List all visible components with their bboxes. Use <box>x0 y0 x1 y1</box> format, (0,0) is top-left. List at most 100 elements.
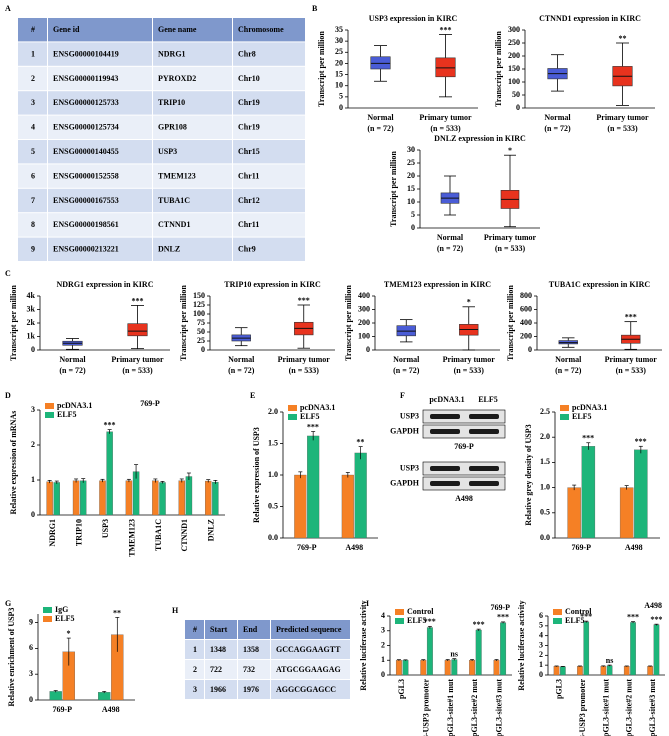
table-cell <box>271 640 350 659</box>
y-tick-label: 0 <box>528 345 532 354</box>
y-tick-label: 200 <box>520 331 532 340</box>
table-cell <box>153 115 232 139</box>
table-header-text: # <box>31 25 35 34</box>
table-cell <box>48 115 152 139</box>
x-tick-label: A498 <box>345 543 363 552</box>
significance: *** <box>473 620 485 629</box>
bar <box>600 666 607 676</box>
table-text: 1 <box>31 49 35 58</box>
table-text: PYROXD2 <box>158 74 196 83</box>
y-tick-label: 2 <box>539 650 543 659</box>
bar <box>606 665 613 676</box>
x-tick-label: Normal <box>367 113 394 122</box>
table-cell <box>18 91 47 115</box>
y-tick-label: 50 <box>512 90 520 99</box>
bar <box>178 480 186 516</box>
box <box>435 57 456 78</box>
x-tick-label: A498 <box>102 705 120 714</box>
panel-label: I <box>366 599 369 608</box>
y-tick-label: 5 <box>539 621 543 630</box>
y-tick-label: 9 <box>29 617 33 626</box>
x-tick-sublabel: (n = 533) <box>430 124 461 133</box>
significance: *** <box>625 312 637 321</box>
chart-title: TMEM123 expression in KIRC <box>384 280 491 289</box>
box <box>127 323 148 337</box>
table-cell <box>153 42 232 66</box>
y-tick-label: 1.5 <box>540 457 550 466</box>
y-axis-label: Relative grey density of USP3 <box>524 424 533 525</box>
y-tick-label: 5 <box>339 92 343 101</box>
x-tick-label: Primary tumor <box>419 113 472 122</box>
table-cell <box>153 91 232 115</box>
bar <box>444 660 451 676</box>
y-tick-label: 1k <box>27 331 36 340</box>
bar <box>469 660 476 676</box>
bar <box>294 474 307 539</box>
significance: ** <box>619 34 627 43</box>
y-tick-label: 3k <box>27 304 36 313</box>
legend-label: ELF5 <box>55 614 75 623</box>
x-tick-label: Primary tumor <box>278 355 331 364</box>
blot-frame <box>422 476 506 491</box>
table-cell <box>233 213 305 237</box>
table-text: NDRG1 <box>158 49 186 58</box>
significance: ** <box>356 437 364 446</box>
blot-frame <box>422 424 506 439</box>
table-text: 732 <box>243 665 255 674</box>
y-tick-label: 2 <box>31 440 35 449</box>
y-tick-label: 0 <box>539 670 543 679</box>
table-text: 3 <box>31 98 35 107</box>
table-header-cell <box>153 18 232 42</box>
y-tick-label: 3 <box>29 669 33 678</box>
lane-label: ELF5 <box>478 395 498 404</box>
x-tick-label: Primary tumor <box>596 113 649 122</box>
y-tick-label: 200 <box>358 318 370 327</box>
blot-band <box>469 466 499 471</box>
table-cell <box>233 188 305 213</box>
significance: *** <box>650 615 662 624</box>
y-tick-label: 6 <box>539 611 543 620</box>
y-axis-label: Transcript per million <box>506 285 515 361</box>
table-text: TRIP10 <box>158 98 185 107</box>
legend-label: pcDNA3.1 <box>57 401 92 410</box>
x-tick-sublabel: (n = 533) <box>495 244 526 253</box>
bar <box>307 435 320 539</box>
blot-band <box>469 429 499 434</box>
y-tick-label: 0 <box>201 345 205 354</box>
table-cell <box>271 680 350 699</box>
blot-band <box>430 414 460 419</box>
x-tick-label: A498 <box>625 543 643 552</box>
x-tick-sublabel: (n = 72) <box>437 244 464 253</box>
bar <box>475 629 482 676</box>
blot-row-label: USP3 <box>400 411 419 420</box>
bar <box>647 666 653 676</box>
y-tick-label: 3 <box>381 626 385 635</box>
bar <box>79 480 87 516</box>
x-tick-label: pGL3-site#2 mut <box>625 679 634 736</box>
y-tick-label: 5 <box>411 210 415 219</box>
x-tick-label: DNLZ <box>207 519 216 541</box>
y-axis-label: Transcript per million <box>317 31 326 107</box>
table-text: ENSG00000152558 <box>53 171 119 180</box>
table-header-text: # <box>193 625 197 634</box>
table-cell <box>153 164 232 188</box>
table-text: 1348 <box>210 645 226 654</box>
legend-swatch <box>43 616 52 622</box>
x-tick-label: pGL3-USP3 promoter <box>578 679 587 736</box>
y-tick-label: 100 <box>508 77 520 86</box>
table-text: ENSG00000140455 <box>53 147 119 156</box>
bar <box>72 480 80 516</box>
y-tick-label: 2k <box>27 318 36 327</box>
legend-label: ELF5 <box>57 410 77 419</box>
y-tick-label: 30 <box>335 36 343 45</box>
significance: ns <box>450 649 458 658</box>
table-header-text: Start <box>210 625 228 634</box>
table-cell <box>18 213 47 237</box>
x-tick-label: Normal <box>555 355 582 364</box>
legend-label: Control <box>407 607 434 616</box>
table-header-text: Predicted sequence <box>276 625 342 634</box>
table-cell <box>185 680 204 699</box>
table-header-cell <box>18 18 47 42</box>
y-axis-label: Transcript per million <box>389 151 398 227</box>
y-tick-label: 0 <box>31 345 35 354</box>
